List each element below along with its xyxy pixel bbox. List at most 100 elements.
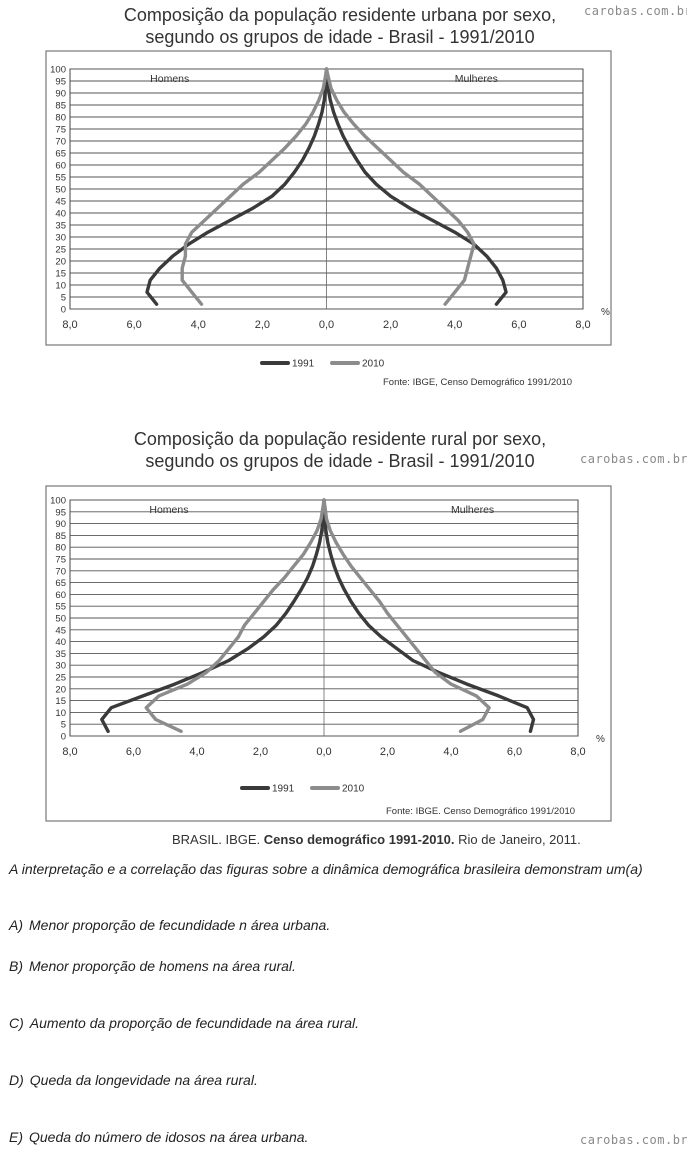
y-tick-label: 95 xyxy=(55,77,66,88)
citation-suffix: Rio de Janeiro, 2011. xyxy=(454,832,581,847)
y-tick-label: 40 xyxy=(55,637,66,648)
legend-label: 2010 xyxy=(362,359,385,370)
x-tick-label: 4,0 xyxy=(191,319,206,331)
option-d[interactable]: D) Queda da longevidade na área rural. xyxy=(9,1072,258,1088)
y-tick-label: 5 xyxy=(61,293,66,304)
y-tick-label: 45 xyxy=(55,625,66,636)
y-tick-label: 75 xyxy=(55,125,66,136)
option-letter: E) xyxy=(9,1129,23,1145)
option-c[interactable]: C) Aumento da proporção de fecundidade na… xyxy=(9,1015,359,1031)
y-tick-label: 70 xyxy=(55,137,66,148)
source-note: Fonte: IBGE. Censo Demográfico 1991/2010 xyxy=(386,806,575,817)
y-tick-label: 70 xyxy=(55,566,66,577)
x-tick-label: 6,0 xyxy=(507,746,522,758)
y-tick-label: 90 xyxy=(55,519,66,530)
men-side-label: Homens xyxy=(150,73,189,85)
x-tick-label: 0,0 xyxy=(319,319,334,331)
x-tick-label: 8,0 xyxy=(575,319,590,331)
x-tick-label: 2,0 xyxy=(383,319,398,331)
legend-label: 1991 xyxy=(292,359,315,370)
y-tick-label: 15 xyxy=(55,269,66,280)
option-b[interactable]: B) Menor proporção de homens na área rura… xyxy=(9,958,296,974)
y-tick-label: 25 xyxy=(55,673,66,684)
chart-frame xyxy=(45,50,612,346)
y-tick-label: 90 xyxy=(55,89,66,100)
watermark-text: carobas.com.br xyxy=(580,1133,687,1147)
y-tick-label: 85 xyxy=(55,531,66,542)
men-side-label: Homens xyxy=(149,504,188,516)
chart-frame xyxy=(45,485,612,822)
x-tick-label: 8,0 xyxy=(570,746,585,758)
citation-prefix: BRASIL. IBGE. xyxy=(172,832,264,847)
y-tick-label: 75 xyxy=(55,555,66,566)
y-tick-label: 35 xyxy=(55,649,66,660)
y-tick-label: 10 xyxy=(55,708,66,719)
y-tick-label: 100 xyxy=(50,496,66,507)
x-unit-label: % xyxy=(601,307,610,318)
y-tick-label: 40 xyxy=(55,209,66,220)
citation-title: Censo demográfico 1991-2010. xyxy=(263,832,455,847)
y-tick-label: 30 xyxy=(55,233,66,244)
x-tick-label: 4,0 xyxy=(447,319,462,331)
women-side-label: Mulheres xyxy=(455,73,498,85)
option-letter: C) xyxy=(9,1015,24,1031)
source-note: Fonte: IBGE, Censo Demográfico 1991/2010 xyxy=(383,377,572,388)
watermark-text: carobas.com.br xyxy=(584,4,687,18)
y-tick-label: 55 xyxy=(55,173,66,184)
y-tick-label: 85 xyxy=(55,101,66,112)
y-tick-label: 80 xyxy=(55,113,66,124)
option-text: Queda do número de idosos na área urbana… xyxy=(29,1129,309,1145)
women-side-label: Mulheres xyxy=(451,504,494,516)
y-tick-label: 10 xyxy=(55,281,66,292)
option-text: Aumento da proporção de fecundidade na á… xyxy=(29,1015,360,1031)
option-a[interactable]: A) Menor proporção de fecundidade n área … xyxy=(9,917,330,933)
citation: BRASIL. IBGE. Censo demográfico 1991-201… xyxy=(172,832,581,847)
y-tick-label: 60 xyxy=(55,161,66,172)
y-tick-label: 50 xyxy=(55,185,66,196)
option-text: Menor proporção de fecundidade n área ur… xyxy=(29,917,331,933)
y-tick-label: 65 xyxy=(55,578,66,589)
y-tick-label: 20 xyxy=(55,257,66,268)
y-tick-label: 5 xyxy=(61,720,66,731)
y-tick-label: 60 xyxy=(55,590,66,601)
y-tick-label: 20 xyxy=(55,684,66,695)
y-tick-label: 15 xyxy=(55,696,66,707)
y-tick-label: 25 xyxy=(55,245,66,256)
series-line-1991 xyxy=(100,498,536,733)
rural-chart-title: Composição da população residente rural … xyxy=(133,429,547,471)
rural-pyramid-chart: 1009590858075706560555045403530252015105… xyxy=(45,485,612,822)
urban-pyramid-chart: 1009590858075706560555045403530252015105… xyxy=(45,50,612,388)
option-text: Queda da longevidade na área rural. xyxy=(29,1072,258,1088)
question-text: A interpretação e a correlação das figur… xyxy=(9,861,643,877)
x-tick-label: 8,0 xyxy=(62,746,77,758)
x-tick-label: 2,0 xyxy=(255,319,270,331)
x-tick-label: 2,0 xyxy=(380,746,395,758)
y-tick-label: 45 xyxy=(55,197,66,208)
y-tick-label: 65 xyxy=(55,149,66,160)
y-tick-label: 50 xyxy=(55,614,66,625)
x-tick-label: 8,0 xyxy=(62,319,77,331)
y-tick-label: 100 xyxy=(50,65,66,76)
legend-label: 1991 xyxy=(272,784,295,795)
option-e[interactable]: E) Queda do número de idosos na área urba… xyxy=(9,1129,308,1145)
y-tick-label: 95 xyxy=(55,507,66,518)
series-line-2010 xyxy=(180,67,476,306)
urban-chart-title: Composição da população residente urbana… xyxy=(123,5,557,47)
y-tick-label: 30 xyxy=(55,661,66,672)
series-line-2010 xyxy=(144,498,491,733)
watermark-text: carobas.com.br xyxy=(580,452,687,466)
option-letter: D) xyxy=(9,1072,24,1088)
y-tick-label: 0 xyxy=(61,732,66,743)
option-letter: A) xyxy=(9,917,23,933)
x-tick-label: 6,0 xyxy=(511,319,526,331)
y-tick-label: 55 xyxy=(55,602,66,613)
y-tick-label: 80 xyxy=(55,543,66,554)
x-tick-label: 6,0 xyxy=(126,319,141,331)
x-tick-label: 6,0 xyxy=(126,746,141,758)
x-tick-label: 4,0 xyxy=(443,746,458,758)
y-tick-label: 35 xyxy=(55,221,66,232)
option-text: Menor proporção de homens na área rural. xyxy=(29,958,296,974)
x-tick-label: 4,0 xyxy=(189,746,204,758)
option-letter: B) xyxy=(9,958,23,974)
x-unit-label: % xyxy=(596,734,605,745)
